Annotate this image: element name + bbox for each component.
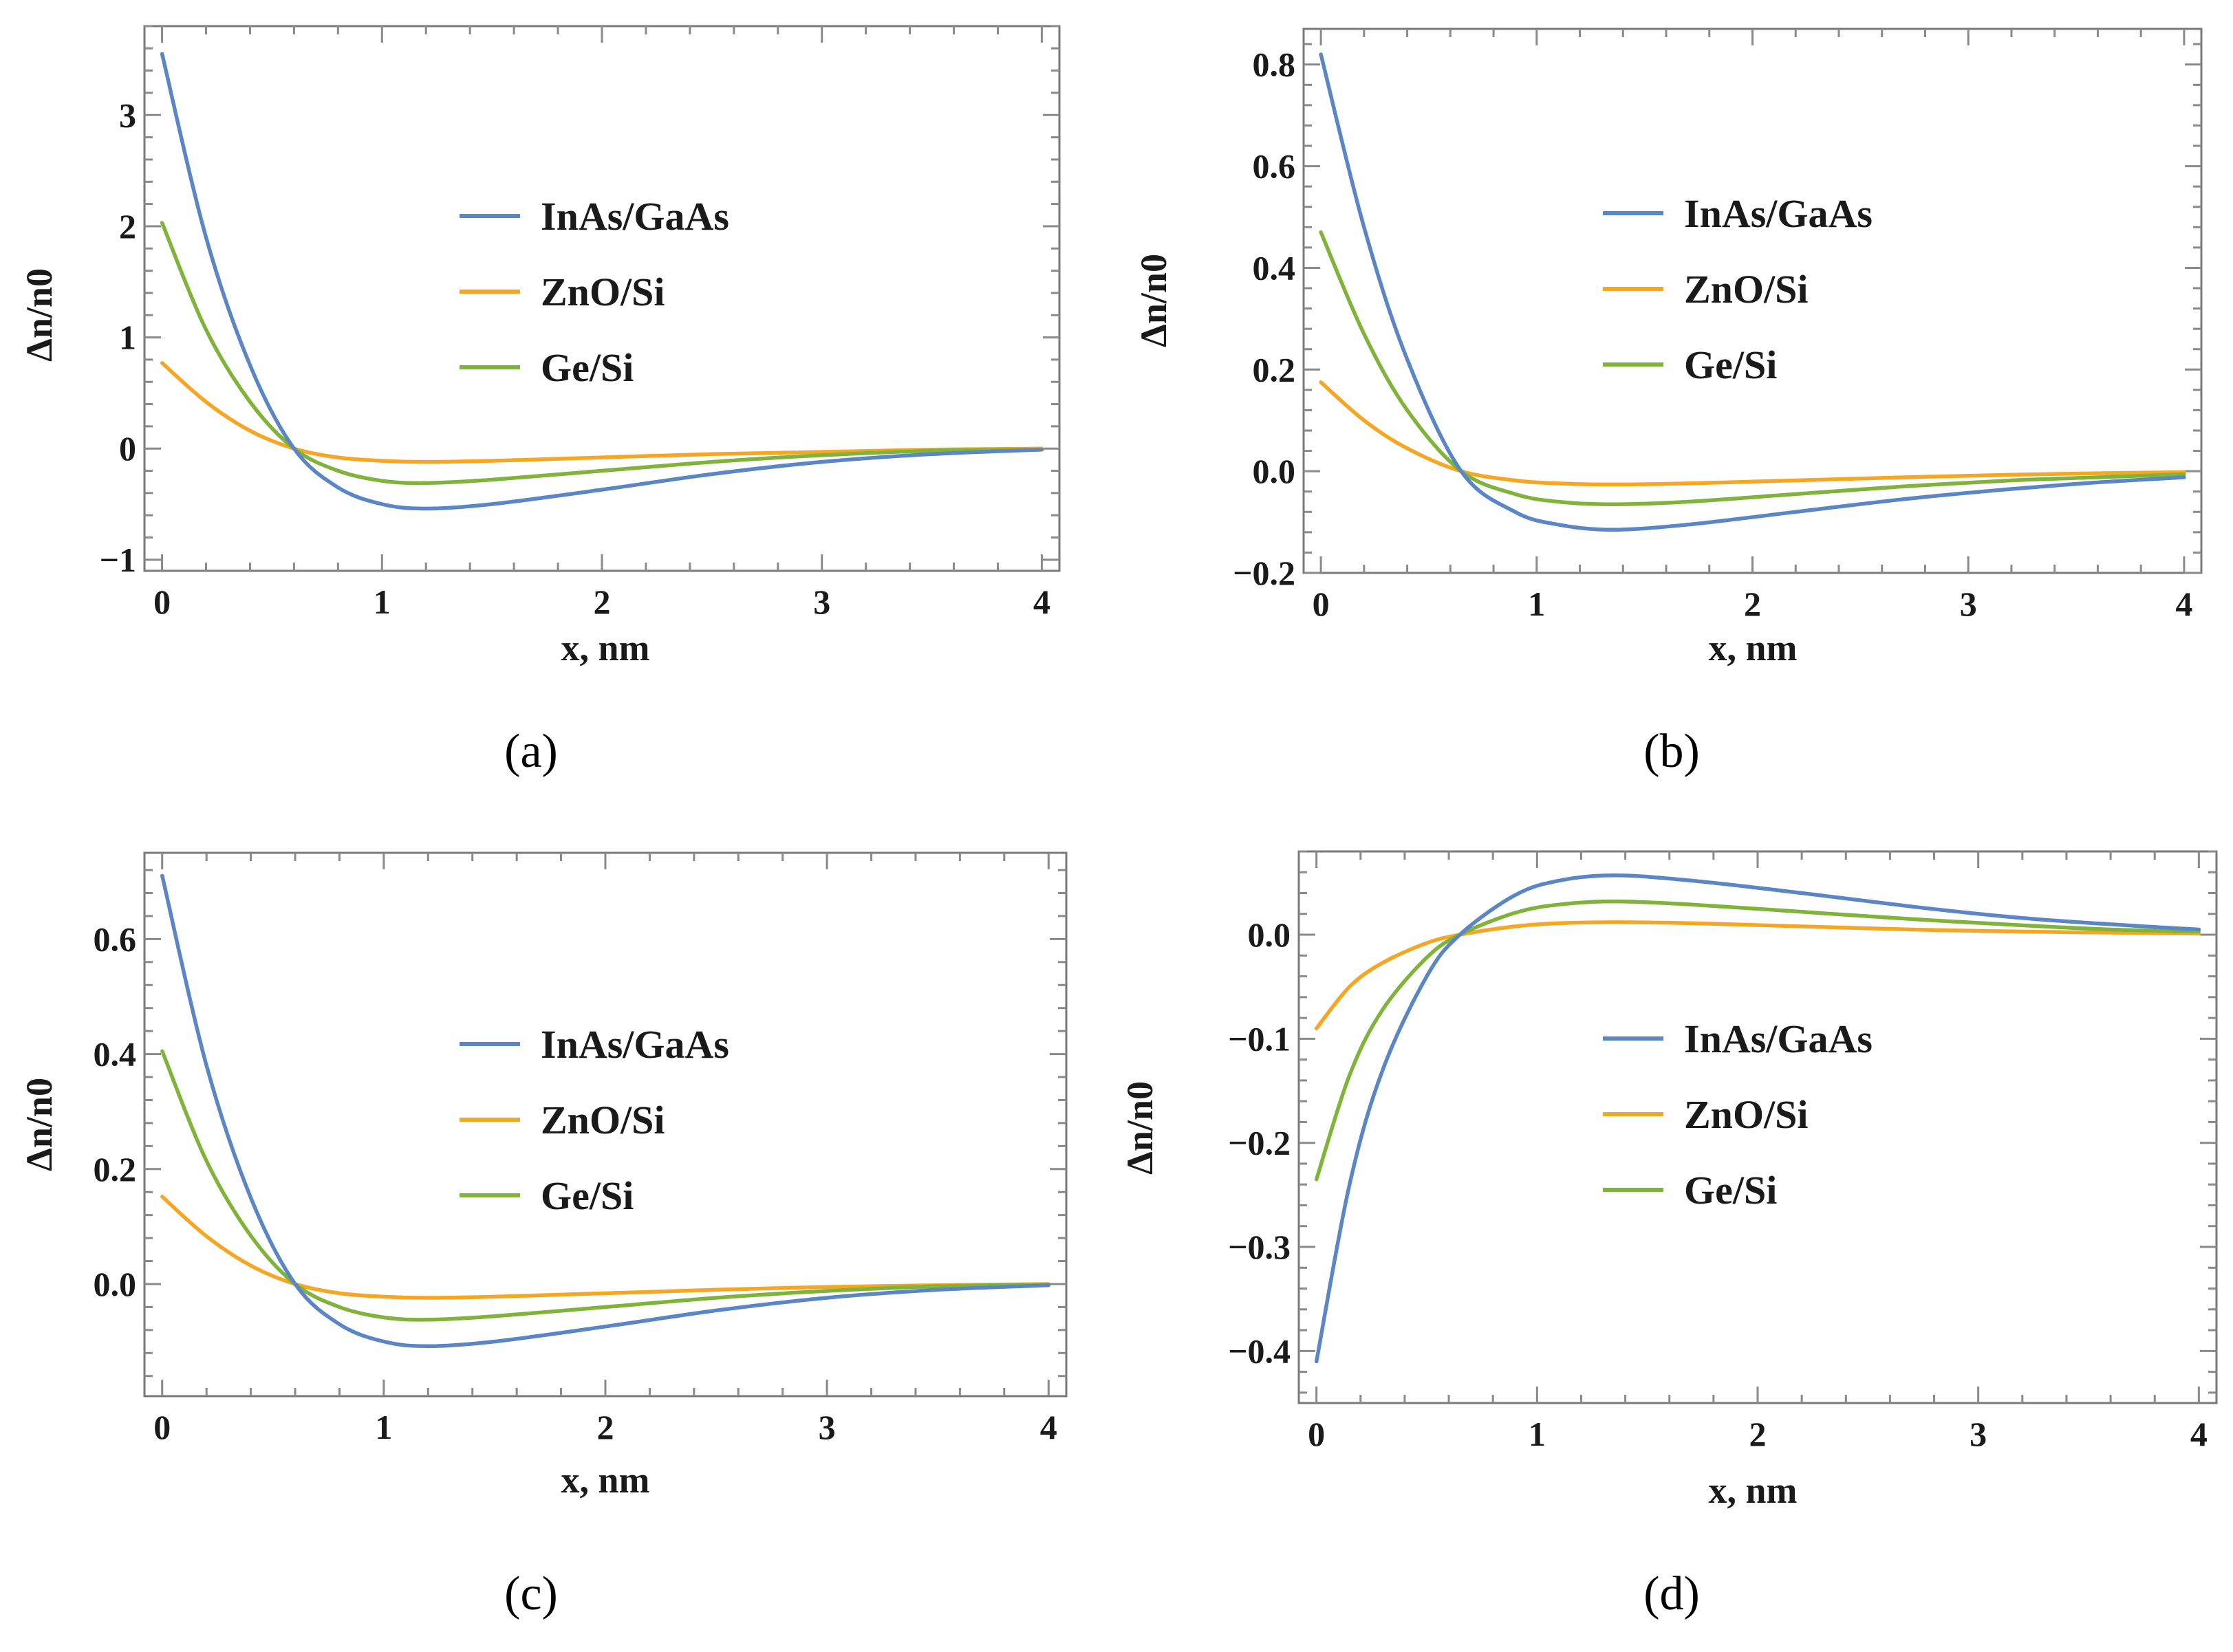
- legend-label: Ge/Si: [541, 345, 634, 390]
- legend: InAs/GaAs ZnO/Si Ge/Si: [1603, 1017, 1873, 1213]
- y-tick-label: 0: [119, 429, 136, 468]
- y-tick-label: 1: [119, 318, 136, 357]
- legend-label: ZnO/Si: [541, 270, 665, 314]
- panel-a: 0 1 2 3 4 −1 0 1 2 3 InAs/GaAs ZnO/Si Ge/Si x, nm Δn/n…: [19, 25, 1061, 778]
- panel-caption: (d): [1643, 1567, 1700, 1620]
- x-tick-label: 1: [375, 1408, 392, 1446]
- y-tick-label: 0.2: [1253, 350, 1296, 389]
- series-line-ge-si: [160, 221, 1044, 486]
- x-axis-title: x, nm: [1708, 627, 1797, 669]
- series-line-ge-si: [1314, 899, 2201, 1182]
- x-axis-title: x, nm: [561, 627, 649, 669]
- x-tick-label: 1: [374, 583, 391, 621]
- series-line-ge-si: [1319, 230, 2186, 506]
- legend-label: Ge/Si: [541, 1173, 634, 1218]
- x-tick-label: 1: [1529, 1415, 1546, 1453]
- x-tick-label: 0: [153, 583, 171, 621]
- y-tick-label: 0.6: [94, 920, 137, 958]
- x-tick-label: 1: [1528, 585, 1545, 623]
- y-tick-label: −0.4: [1228, 1332, 1291, 1370]
- y-tick-label: −1: [100, 541, 137, 579]
- series-line-inas-gaas: [1319, 52, 2186, 532]
- y-axis-title: Δn/n0: [19, 1078, 60, 1171]
- x-axis-title: x, nm: [1708, 1470, 1797, 1511]
- panel-b: 0 1 2 3 4 −0.2 0.0 0.2 0.4 0.6 0.8 InAs/GaAs ZnO/Si G…: [1133, 28, 2203, 778]
- x-tick-label: 4: [1040, 1408, 1057, 1446]
- legend-label: ZnO/Si: [1684, 267, 1809, 312]
- x-tick-label: 3: [1970, 1415, 1987, 1453]
- panel-d: 0 1 2 3 4 −0.4 −0.3 −0.2 −0.1 0.0 InAs/GaAs ZnO/Si G…: [1119, 850, 2218, 1620]
- x-tick-label: 2: [594, 583, 611, 621]
- y-tick-label: 0.0: [1253, 452, 1296, 490]
- legend-label: InAs/GaAs: [1684, 1017, 1873, 1061]
- legend: InAs/GaAs ZnO/Si Ge/Si: [460, 194, 729, 390]
- series-line-zno-si: [160, 360, 1044, 464]
- y-tick-label: 0.4: [1253, 248, 1296, 287]
- y-tick-label: −0.1: [1228, 1019, 1291, 1058]
- legend-label: InAs/GaAs: [541, 1022, 729, 1067]
- x-tick-label: 2: [597, 1408, 614, 1446]
- panel-c: 0 1 2 3 4 0.0 0.2 0.4 0.6 InAs/GaAs ZnO/Si Ge/Si x, …: [19, 851, 1068, 1620]
- y-tick-label: −0.2: [1228, 1124, 1291, 1162]
- series-line-zno-si: [160, 1195, 1050, 1300]
- y-tick-label: 0.8: [1253, 45, 1296, 84]
- y-tick-label: 0.0: [94, 1265, 137, 1303]
- x-tick-label: 4: [2190, 1415, 2208, 1453]
- y-axis-title: Δn/n0: [1133, 254, 1174, 347]
- x-tick-label: 2: [1744, 585, 1761, 623]
- series-line-zno-si: [1314, 920, 2201, 1030]
- series-line-inas-gaas: [1314, 873, 2201, 1364]
- series-line-ge-si: [160, 1049, 1050, 1322]
- x-tick-label: 3: [813, 583, 830, 621]
- x-tick-label: 4: [1033, 583, 1050, 621]
- legend-label: InAs/GaAs: [541, 194, 729, 239]
- y-tick-label: 0.2: [94, 1150, 137, 1188]
- legend-label: ZnO/Si: [541, 1098, 665, 1142]
- y-tick-label: 0.0: [1248, 915, 1291, 954]
- x-tick-label: 0: [153, 1408, 171, 1446]
- panel-caption: (c): [504, 1567, 558, 1620]
- legend: InAs/GaAs ZnO/Si Ge/Si: [460, 1022, 729, 1218]
- y-tick-label: −0.3: [1228, 1228, 1291, 1266]
- y-tick-label: 2: [119, 207, 136, 246]
- series-line-inas-gaas: [160, 873, 1050, 1349]
- legend-label: InAs/GaAs: [1684, 191, 1873, 236]
- x-axis-title: x, nm: [561, 1459, 649, 1501]
- y-tick-label: −0.2: [1233, 554, 1295, 592]
- x-tick-label: 3: [1960, 585, 1977, 623]
- legend: InAs/GaAs ZnO/Si Ge/Si: [1603, 191, 1873, 387]
- y-tick-label: 3: [119, 96, 136, 134]
- legend-label: ZnO/Si: [1684, 1092, 1809, 1137]
- legend-label: Ge/Si: [1684, 1168, 1777, 1213]
- panel-caption: (b): [1643, 725, 1700, 778]
- y-tick-label: 0.4: [94, 1035, 137, 1074]
- y-axis-title: Δn/n0: [1119, 1081, 1161, 1175]
- x-tick-label: 2: [1749, 1415, 1767, 1453]
- x-tick-label: 0: [1313, 585, 1330, 623]
- y-tick-label: 0.6: [1253, 147, 1296, 186]
- x-tick-label: 0: [1308, 1415, 1325, 1453]
- series-line-inas-gaas: [160, 52, 1044, 511]
- legend-label: Ge/Si: [1684, 343, 1777, 387]
- x-tick-label: 4: [2175, 585, 2192, 623]
- y-axis-title: Δn/n0: [19, 268, 60, 362]
- x-tick-label: 3: [819, 1408, 836, 1446]
- series-line-zno-si: [1319, 380, 2186, 487]
- panel-caption: (a): [504, 725, 558, 778]
